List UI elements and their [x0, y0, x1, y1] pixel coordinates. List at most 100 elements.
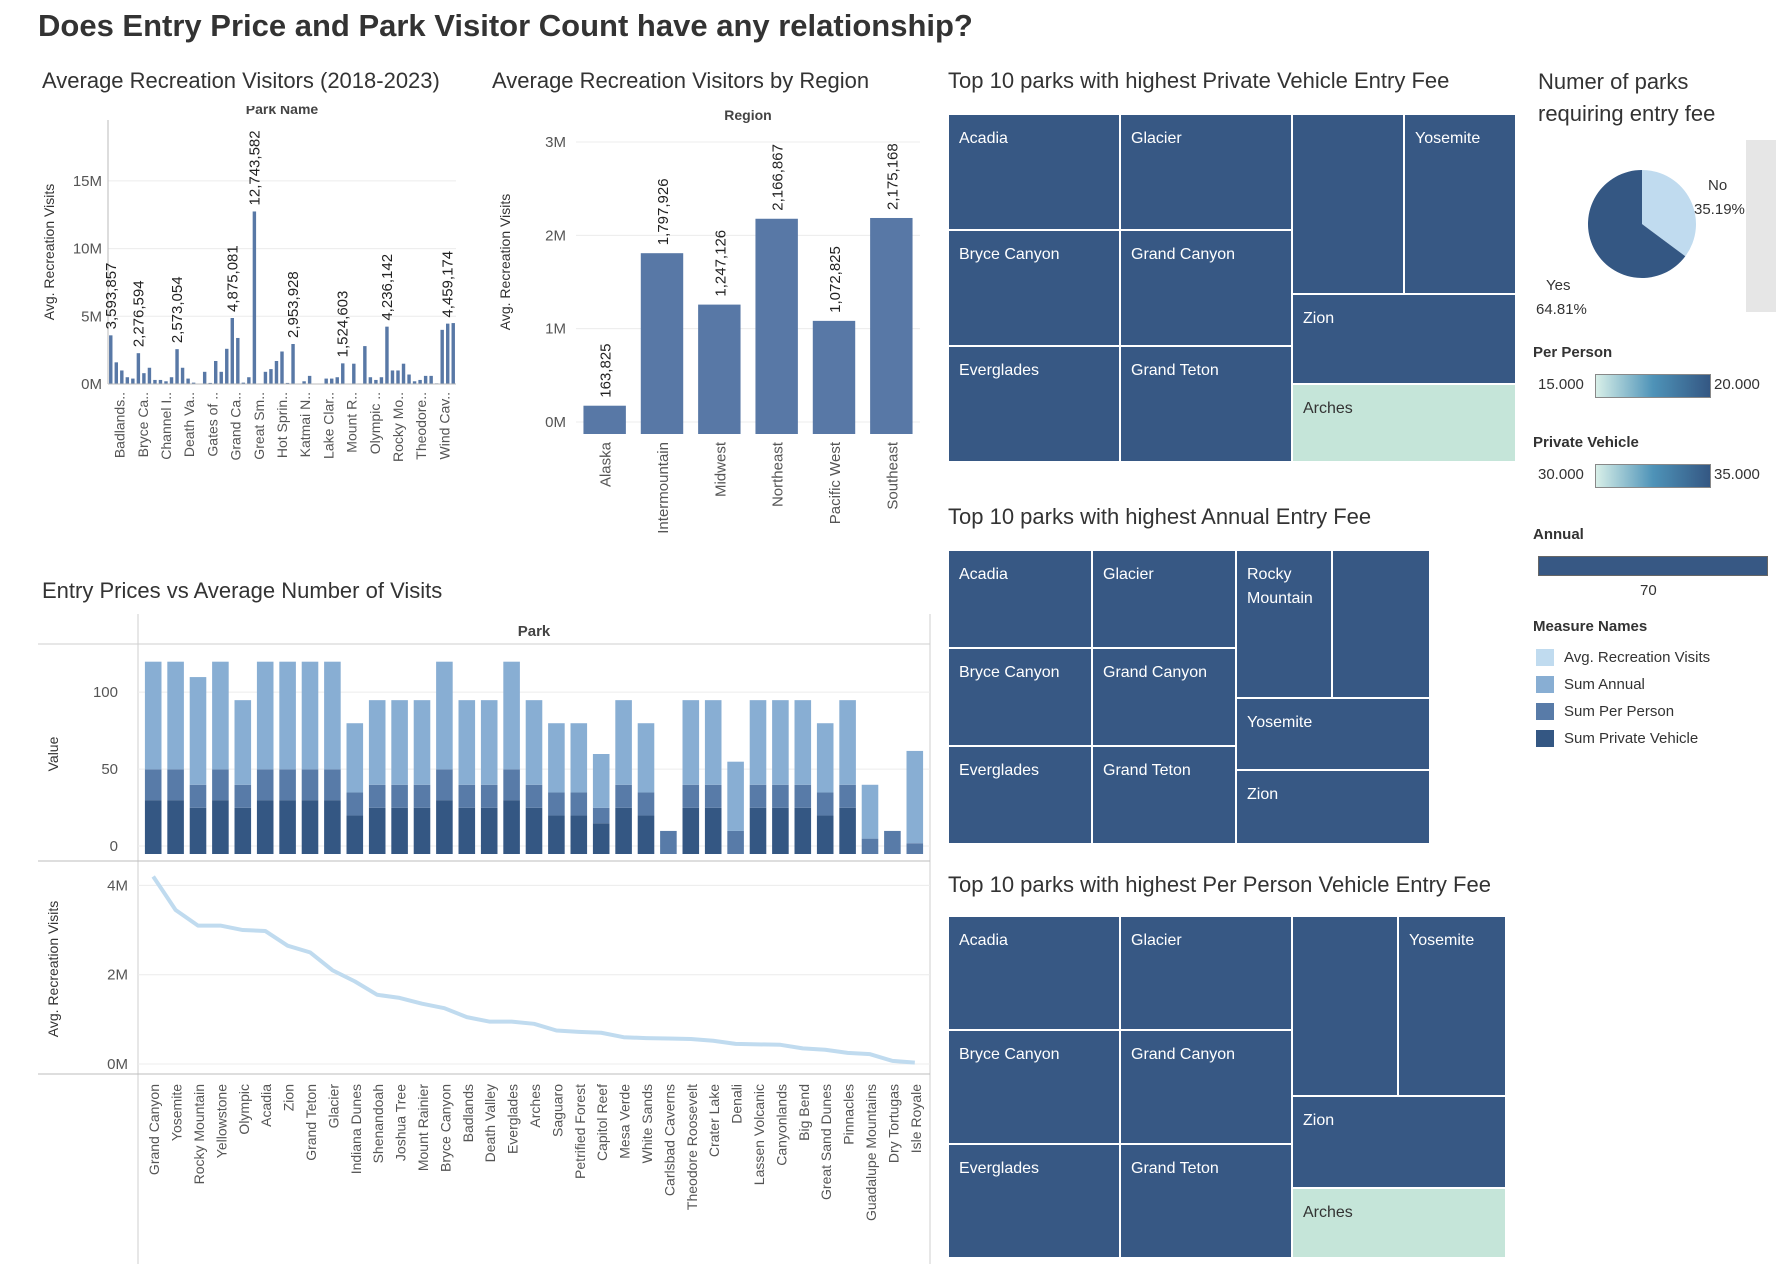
treemap-cell[interactable]: Arches — [1292, 384, 1516, 462]
bar[interactable] — [109, 335, 113, 384]
stacked-bar-segment[interactable] — [548, 792, 565, 816]
stacked-bar-segment[interactable] — [346, 792, 364, 816]
stacked-bar-segment[interactable] — [413, 700, 431, 785]
stacked-bar-segment[interactable] — [592, 807, 610, 824]
stacked-bar-segment[interactable] — [368, 784, 386, 808]
stacked-bar-segment[interactable] — [413, 807, 431, 854]
bar[interactable] — [241, 382, 246, 384]
treemap-cell[interactable]: Glacier — [1092, 550, 1236, 648]
treemap-cell[interactable]: Zion — [1292, 1096, 1506, 1188]
treemap-cell[interactable]: Grand Canyon — [1120, 1030, 1292, 1144]
bar[interactable] — [812, 320, 856, 434]
tm-person-chart[interactable]: Acadia Glacier Yosemite Bryce Canyon Grand C… — [948, 916, 1506, 1258]
legend-item[interactable]: Sum Private Vehicle — [1536, 725, 1772, 752]
stacked-bar-segment[interactable] — [704, 784, 722, 808]
stacked-bar-segment[interactable] — [324, 661, 341, 770]
treemap-cell[interactable] — [1292, 916, 1398, 1096]
stacked-bar-segment[interactable] — [592, 823, 610, 854]
bar[interactable] — [698, 304, 741, 434]
bar[interactable] — [219, 371, 223, 384]
bar[interactable] — [291, 344, 295, 384]
stacked-bar-segment[interactable] — [861, 838, 879, 854]
stacked-bar-segment[interactable] — [884, 830, 901, 854]
bar[interactable] — [335, 377, 339, 384]
stacked-bar-segment[interactable] — [413, 784, 431, 808]
stacked-bar-segment[interactable] — [346, 723, 364, 793]
stacked-bar-segment[interactable] — [212, 661, 229, 770]
stacked-bar-segment[interactable] — [592, 754, 610, 808]
stacked-bar-segment[interactable] — [324, 769, 341, 801]
bar[interactable] — [870, 217, 913, 434]
bar[interactable] — [379, 377, 384, 384]
stacked-bar-segment[interactable] — [794, 700, 812, 785]
stacked-bar-segment[interactable] — [861, 784, 879, 839]
stacked-bar-segment[interactable] — [279, 769, 296, 801]
treemap-cell[interactable]: Acadia — [948, 114, 1120, 230]
bar[interactable] — [214, 360, 218, 384]
fee-pie-chart[interactable]: No 35.19% Yes 64.81% — [1530, 170, 1746, 330]
treemap-cell[interactable]: Glacier — [1120, 114, 1292, 230]
scrollbar-track[interactable] — [1746, 140, 1776, 312]
bar[interactable] — [583, 405, 626, 434]
stacked-bar-segment[interactable] — [234, 700, 252, 785]
stacked-bar-segment[interactable] — [301, 661, 319, 770]
bar[interactable] — [252, 211, 257, 384]
legend-item[interactable]: Sum Annual — [1536, 671, 1772, 698]
legend-measure-names[interactable]: Avg. Recreation Visits Sum Annual Sum Per … — [1536, 644, 1772, 752]
stacked-bar-segment[interactable] — [279, 661, 296, 770]
bar[interactable] — [302, 381, 306, 384]
treemap-cell[interactable]: Everglades — [948, 346, 1120, 462]
stacked-bar-segment[interactable] — [839, 807, 856, 854]
stacked-bar-segment[interactable] — [391, 807, 408, 854]
bar[interactable] — [407, 374, 411, 384]
bar[interactable] — [374, 379, 378, 384]
bar[interactable] — [153, 379, 157, 384]
bar[interactable] — [164, 381, 168, 384]
bar[interactable] — [412, 381, 417, 384]
bar[interactable] — [418, 379, 422, 384]
treemap-cell[interactable]: Bryce Canyon — [948, 648, 1092, 746]
stacked-bar-segment[interactable] — [794, 807, 812, 854]
stacked-bar-segment[interactable] — [772, 807, 789, 854]
legend-item[interactable]: Avg. Recreation Visits — [1536, 644, 1772, 671]
treemap-cell[interactable]: Grand Teton — [1092, 746, 1236, 844]
stacked-bar-segment[interactable] — [816, 815, 834, 854]
stacked-bar-segment[interactable] — [704, 700, 722, 785]
tm-private-chart[interactable]: Acadia Glacier Yosemite Bryce Canyon Grand C… — [948, 114, 1516, 462]
stacked-bar-segment[interactable] — [368, 700, 386, 785]
treemap-cell[interactable]: Glacier — [1120, 916, 1292, 1030]
visits-line[interactable] — [151, 875, 915, 1065]
stacked-bar-segment[interactable] — [436, 800, 453, 854]
bar[interactable] — [352, 363, 356, 384]
stacked-bar-segment[interactable] — [391, 784, 408, 808]
bar[interactable] — [180, 367, 185, 384]
stacked-bar-segment[interactable] — [144, 800, 162, 854]
stacked-bar-segment[interactable] — [234, 784, 252, 808]
stacked-bar-segment[interactable] — [704, 807, 722, 854]
pie-slice[interactable] — [1642, 170, 1696, 257]
stacked-bar-segment[interactable] — [144, 661, 162, 770]
stacked-bar-segment[interactable] — [167, 661, 184, 770]
stacked-bar-segment[interactable] — [682, 807, 700, 854]
treemap-cell[interactable]: Everglades — [948, 746, 1092, 844]
stacked-bar-segment[interactable] — [570, 723, 588, 793]
stacked-bar-segment[interactable] — [615, 784, 632, 808]
treemap-cell[interactable]: Bryce Canyon — [948, 1030, 1120, 1144]
stacked-bar-segment[interactable] — [637, 815, 655, 854]
bar[interactable] — [390, 370, 395, 384]
stacked-bar-segment[interactable] — [212, 800, 229, 854]
treemap-cell[interactable]: Yosemite — [1404, 114, 1516, 294]
stacked-bar-segment[interactable] — [682, 784, 700, 808]
bar[interactable] — [136, 353, 141, 384]
stacked-bar-segment[interactable] — [279, 800, 296, 854]
stacked-bar-segment[interactable] — [727, 830, 744, 854]
bar[interactable] — [202, 371, 207, 384]
bar[interactable] — [120, 370, 124, 384]
stacked-bar-segment[interactable] — [637, 723, 655, 793]
stacked-bar-segment[interactable] — [167, 800, 184, 854]
stacked-bar-segment[interactable] — [637, 792, 655, 816]
stacked-bar-segment[interactable] — [772, 784, 789, 808]
treemap-cell[interactable]: Yosemite — [1398, 916, 1506, 1096]
bar[interactable] — [307, 375, 312, 384]
bar[interactable] — [158, 379, 163, 384]
